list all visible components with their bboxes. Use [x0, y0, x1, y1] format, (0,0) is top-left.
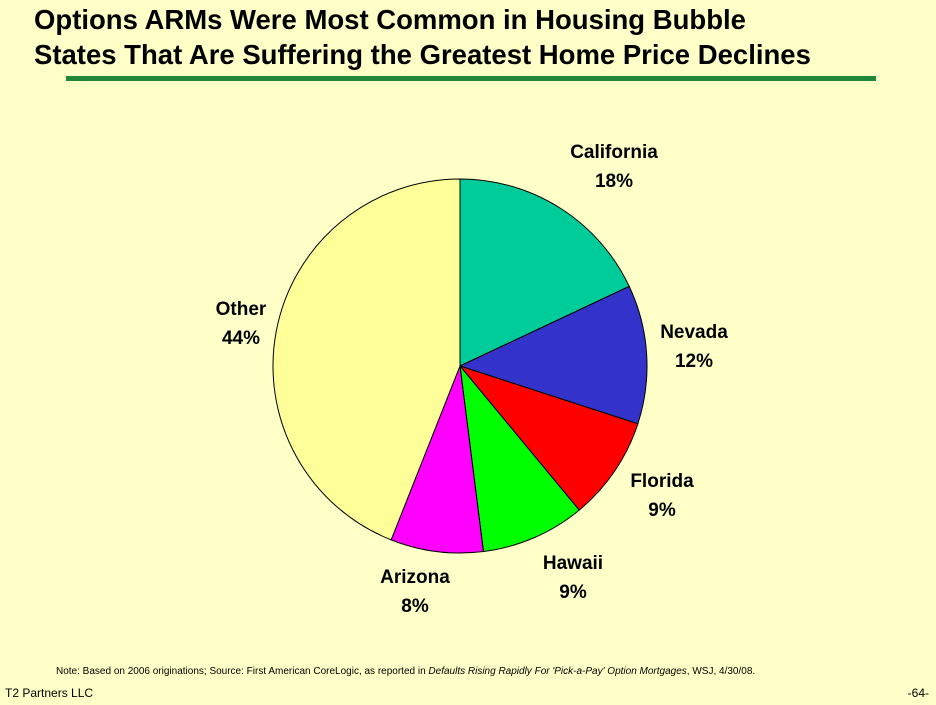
footer-company: T2 Partners LLC — [5, 686, 94, 700]
title-line-1: Options ARMs Were Most Common in Housing… — [34, 4, 746, 35]
slice-name: Arizona — [380, 567, 450, 588]
slide-title: Options ARMs Were Most Common in Housing… — [34, 2, 934, 72]
title-line-2: States That Are Suffering the Greatest H… — [34, 39, 811, 70]
pie-label-hawaii: Hawaii 9% — [543, 549, 603, 607]
note-prefix: Note: Based on 2006 originations; Source… — [56, 666, 429, 677]
title-underline — [66, 76, 876, 81]
pie-label-other: Other 44% — [216, 295, 267, 353]
note-article-title: Defaults Rising Rapidly For 'Pick-a-Pay'… — [428, 666, 687, 677]
slice-name: Florida — [630, 471, 694, 492]
slice-name: Nevada — [660, 322, 728, 343]
note-suffix: , WSJ, 4/30/08. — [686, 666, 756, 677]
pie-label-florida: Florida 9% — [630, 467, 693, 525]
slice-value: 18% — [594, 171, 634, 192]
slice-value: 9% — [559, 582, 587, 603]
pie-label-california: California 18% — [570, 138, 658, 196]
pie-slice-arizona — [390, 365, 484, 554]
slice-value: 44% — [221, 328, 261, 349]
pie-slice-california — [459, 178, 630, 367]
pie-slice-florida — [458, 364, 639, 511]
slice-value: 8% — [401, 596, 429, 617]
slice-name: Other — [215, 299, 267, 320]
slice-name: Hawaii — [542, 553, 604, 574]
pie-slice-other — [272, 178, 461, 541]
pie-label-nevada: Nevada 12% — [660, 318, 728, 376]
footer-page-number: -64- — [907, 686, 929, 700]
slice-value: 12% — [674, 351, 714, 372]
pie-slice-hawaii — [459, 364, 580, 553]
pie-slice-nevada — [458, 285, 648, 425]
pie-label-arizona: Arizona 8% — [380, 563, 450, 621]
slice-value: 9% — [648, 500, 676, 521]
slice-name: California — [570, 142, 658, 163]
source-note: Note: Based on 2006 originations; Source… — [56, 666, 755, 677]
